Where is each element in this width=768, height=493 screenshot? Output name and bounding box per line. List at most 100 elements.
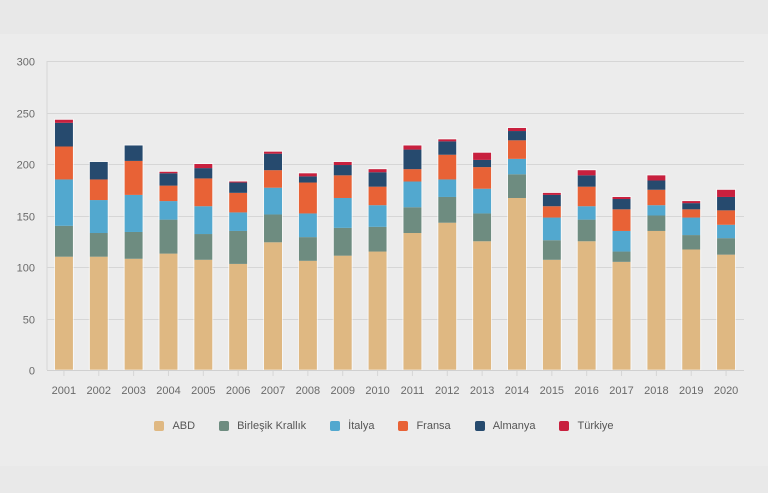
bar-stack-2019 xyxy=(681,200,702,371)
bar-segment-birleşik-krallık xyxy=(89,233,108,257)
bar-segment-türkiye xyxy=(438,139,457,142)
bar-segment-birleşik-krallık xyxy=(507,174,526,198)
bar-segment-abd xyxy=(124,258,143,370)
bar-segment-almanya xyxy=(298,176,317,183)
bar-segment-i̇talya xyxy=(438,179,457,197)
bar-segment-türkiye xyxy=(542,192,561,195)
x-tick-label: 2005 xyxy=(191,385,215,397)
legend-swatch xyxy=(474,421,485,431)
bar-segment-abd xyxy=(717,254,736,370)
y-tick-label: 250 xyxy=(17,109,35,121)
bar-segment-almanya xyxy=(473,159,492,168)
bar-segment-abd xyxy=(229,263,248,370)
bar-segment-almanya xyxy=(647,180,666,190)
bar-segment-i̇talya xyxy=(298,213,317,238)
bar-segment-i̇talya xyxy=(612,230,631,252)
y-tick-label: 50 xyxy=(23,315,35,327)
bar-segment-almanya xyxy=(577,175,596,187)
bar-stack-2011 xyxy=(402,144,423,371)
bar-segment-birleşik-krallık xyxy=(229,230,248,264)
bar-segment-almanya xyxy=(507,131,526,141)
x-tick-label: 2012 xyxy=(435,385,459,397)
bar-segment-türkiye xyxy=(507,127,526,132)
legend-label: Türkiye xyxy=(577,420,614,432)
x-tick-label: 2007 xyxy=(261,385,285,397)
bar-segment-birleşik-krallık xyxy=(438,196,457,223)
bar-stack-2018 xyxy=(646,174,667,371)
bar-segment-türkiye xyxy=(368,169,387,173)
x-tick-label: 2016 xyxy=(574,385,598,397)
legend-item[interactable]: Fransa xyxy=(398,420,451,432)
bar-segment-fransa xyxy=(194,178,213,207)
legend-item[interactable]: ABD xyxy=(154,420,195,432)
bar-stack-2002 xyxy=(88,161,109,371)
bar-segment-abd xyxy=(403,233,422,370)
bar-segment-fransa xyxy=(159,185,178,202)
bar-segment-almanya xyxy=(612,199,631,210)
bar-segment-birleşik-krallık xyxy=(298,237,317,261)
bar-stack-2012 xyxy=(437,138,458,371)
bar-segment-i̇talya xyxy=(403,181,422,208)
bar-stack-2013 xyxy=(472,151,493,371)
bar-segment-birleşik-krallık xyxy=(612,251,631,262)
bar-segment-i̇talya xyxy=(333,197,352,228)
x-tick-label: 2020 xyxy=(714,385,738,397)
x-tick-label: 2003 xyxy=(121,385,145,397)
x-tick-label: 2010 xyxy=(365,385,389,397)
bar-stack-2007 xyxy=(263,150,283,371)
bar-segment-abd xyxy=(298,260,317,370)
bar-segment-abd xyxy=(438,222,457,370)
bar-segment-birleşik-krallık xyxy=(333,227,352,256)
bar-segment-i̇talya xyxy=(473,188,492,214)
bar-segment-almanya xyxy=(264,153,283,171)
bar-segment-fransa xyxy=(473,167,492,189)
legend-item[interactable]: İtalya xyxy=(330,420,374,432)
bar-segment-türkiye xyxy=(647,175,666,181)
legend-item[interactable]: Türkiye xyxy=(559,420,614,432)
bar-segment-i̇talya xyxy=(368,205,387,227)
x-tick-label: 2006 xyxy=(226,385,250,397)
bar-segment-birleşik-krallık xyxy=(717,238,736,255)
bar-segment-türkiye xyxy=(612,196,631,200)
bar-segment-fransa xyxy=(542,206,561,218)
bar-segment-birleşik-krallık xyxy=(264,214,283,243)
bar-segment-abd xyxy=(368,251,387,370)
bar-segment-almanya xyxy=(333,165,352,176)
bar-segment-türkiye xyxy=(333,161,352,166)
bar-segment-almanya xyxy=(124,145,143,161)
x-tick-label: 2013 xyxy=(470,385,494,397)
x-tick-label: 2011 xyxy=(401,385,425,397)
bar-segment-türkiye xyxy=(717,189,736,197)
bar-segment-birleşik-krallık xyxy=(577,219,596,242)
bar-segment-i̇talya xyxy=(717,224,736,239)
bar-segment-abd xyxy=(264,242,283,370)
bar-segment-fransa xyxy=(717,210,736,225)
bar-segment-i̇talya xyxy=(507,158,526,175)
bar-segment-i̇talya xyxy=(124,194,143,232)
bar-segment-i̇talya xyxy=(54,179,73,226)
legend-swatch xyxy=(154,421,165,431)
bar-segment-türkiye xyxy=(403,145,422,150)
footer-band xyxy=(0,466,768,493)
bar-segment-türkiye xyxy=(229,181,248,183)
x-tick-label: 2004 xyxy=(156,385,180,397)
bar-segment-abd xyxy=(89,256,108,370)
bar-segment-fransa xyxy=(368,186,387,206)
legend-swatch xyxy=(559,421,570,431)
bar-segment-fransa xyxy=(612,209,631,231)
legend-item[interactable]: Birleşik Krallık xyxy=(219,420,306,432)
bar-segment-birleşik-krallık xyxy=(473,213,492,242)
legend-item[interactable]: Almanya xyxy=(474,420,535,432)
bar-segment-türkiye xyxy=(577,170,596,176)
bar-segment-almanya xyxy=(682,203,701,210)
bar-segment-almanya xyxy=(54,122,73,147)
bar-segment-abd xyxy=(682,249,701,370)
bar-segment-almanya xyxy=(368,172,387,187)
x-tick-label: 2018 xyxy=(644,385,668,397)
bar-segment-birleşik-krallık xyxy=(159,219,178,254)
bar-segment-i̇talya xyxy=(542,217,561,241)
bar-segment-türkiye xyxy=(194,164,213,169)
bar-segment-birleşik-krallık xyxy=(194,234,213,260)
bar-segment-birleşik-krallık xyxy=(403,207,422,234)
